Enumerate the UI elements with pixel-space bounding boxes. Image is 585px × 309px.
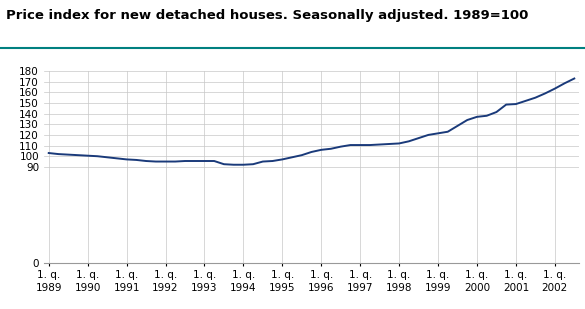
Text: Price index for new detached houses. Seasonally adjusted. 1989=100: Price index for new detached houses. Sea… (6, 9, 528, 22)
